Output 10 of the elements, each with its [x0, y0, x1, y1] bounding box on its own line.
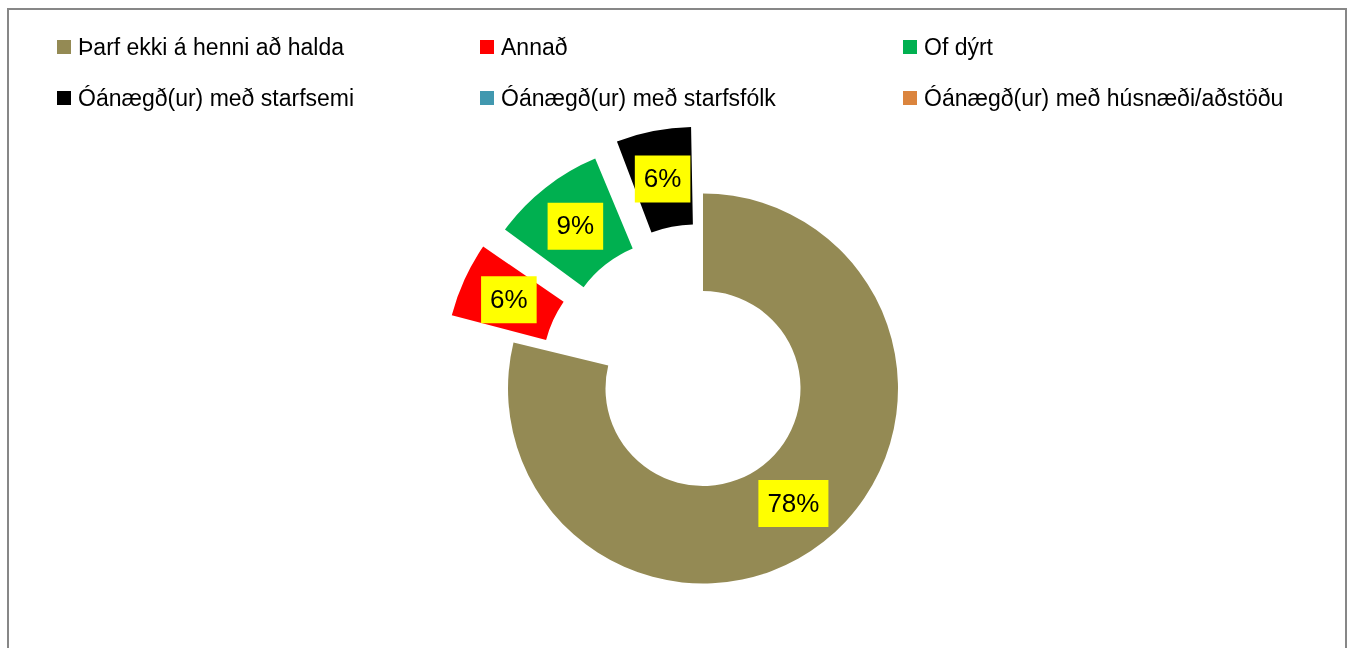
legend-label: Of dýrt	[924, 33, 994, 61]
data-label: 78%	[767, 487, 820, 518]
legend-label: Óánægð(ur) með starfsfólk	[501, 84, 776, 112]
legend-label: Óánægð(ur) með húsnæði/aðstöðu	[924, 84, 1284, 112]
legend-label: Annað	[501, 33, 568, 61]
legend-label: Óánægð(ur) með starfsemi	[78, 84, 355, 112]
data-label: 9%	[556, 210, 595, 241]
data-label: 6%	[643, 163, 682, 194]
legend-label: Þarf ekki á henni að halda	[78, 33, 344, 61]
data-label: 6%	[490, 284, 528, 315]
